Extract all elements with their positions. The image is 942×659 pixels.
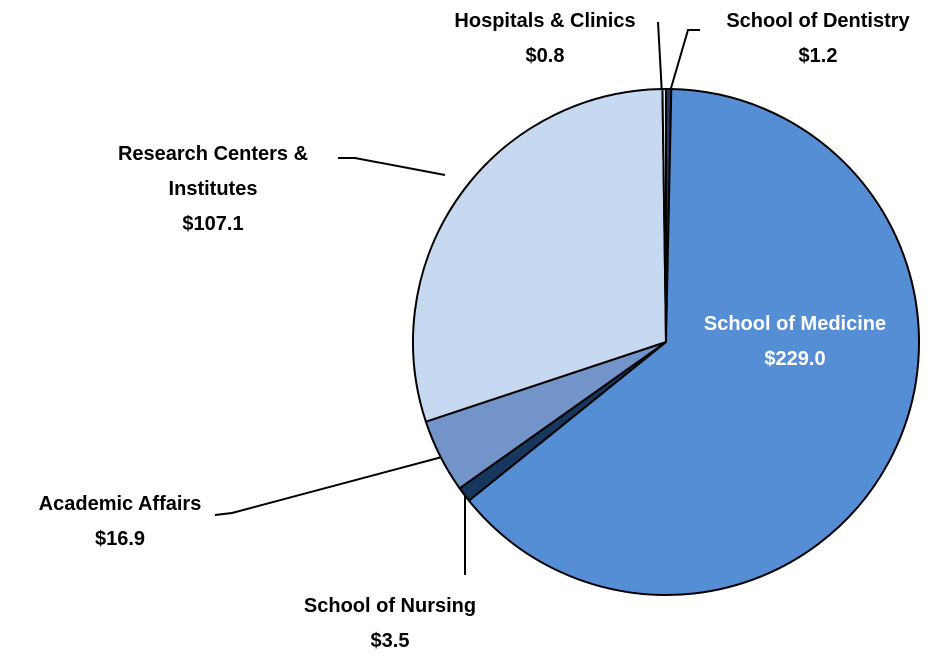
leader-line xyxy=(668,29,700,96)
slices xyxy=(412,88,920,596)
leader-line xyxy=(657,21,663,96)
slice-category-label: School of Nursing xyxy=(303,595,477,617)
slice-label: Academic Affairs $16.9 xyxy=(0,487,240,557)
pie-slice xyxy=(412,88,667,423)
slice-category-label: Research Centers & Institutes xyxy=(117,143,309,200)
leader-line xyxy=(338,157,446,176)
pie-slice xyxy=(467,88,920,596)
slice-label: Hospitals & Clinics $0.8 xyxy=(425,4,665,74)
slice-category-label: Academic Affairs xyxy=(38,493,202,515)
slice-category-label: School of Medicine xyxy=(703,313,887,335)
slice-label: School of Medicine $229.0 xyxy=(665,307,925,377)
slice-value-label: $1.2 xyxy=(798,45,838,67)
slice-category-label: School of Dentistry xyxy=(726,10,910,32)
slice-label: School of Nursing $3.5 xyxy=(260,589,520,659)
slice-value-label: $107.1 xyxy=(182,213,244,235)
slice-value-label: $16.9 xyxy=(94,528,146,550)
leader-line xyxy=(214,456,443,516)
slice-label: School of Dentistry $1.2 xyxy=(688,4,942,74)
leader-lines xyxy=(214,21,700,575)
slice-value-label: $0.8 xyxy=(525,45,565,67)
slice-value-label: $3.5 xyxy=(370,630,410,652)
slice-label: Research Centers & Institutes $107.1 xyxy=(106,137,321,242)
pie-slice xyxy=(661,88,667,343)
slice-value-label: $229.0 xyxy=(764,348,826,370)
slice-category-label: Hospitals & Clinics xyxy=(454,10,636,32)
